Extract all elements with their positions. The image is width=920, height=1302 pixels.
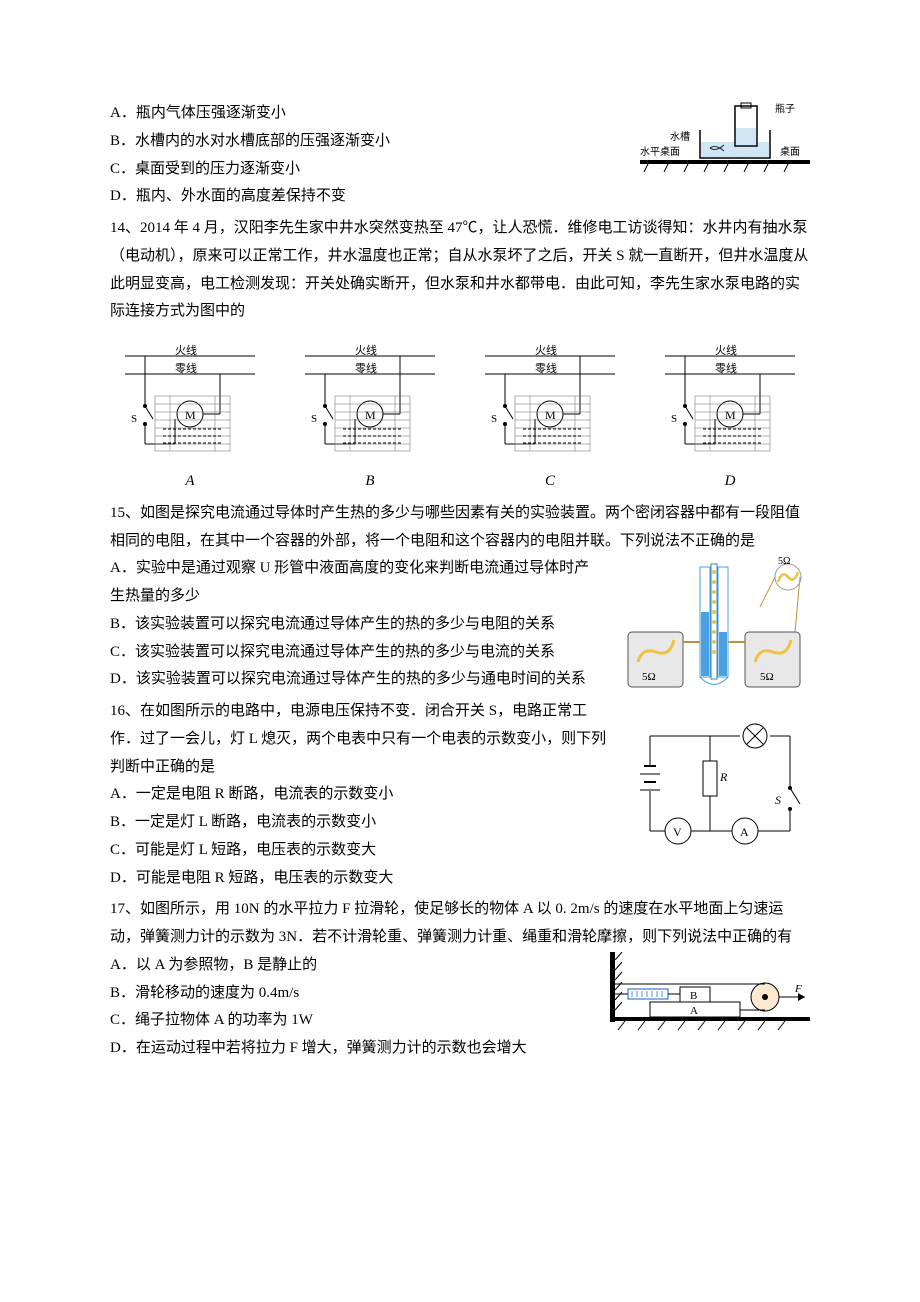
label-S: S (131, 413, 137, 425)
label-live: 火线 (175, 344, 197, 357)
label-neutral: 零线 (175, 361, 197, 375)
question-14-diagrams: 火线 零线 S M (110, 344, 810, 496)
circuit-label-A: A (110, 468, 270, 496)
label-desktop: 桌面 (780, 145, 800, 158)
label-V: V (673, 825, 682, 839)
circuit-label-B: B (290, 468, 450, 496)
option-13D: D．瓶内、外水面的高度差保持不变 (110, 183, 810, 211)
label-neutral: 零线 (355, 361, 377, 375)
option-16D: D．可能是电阻 R 短路，电压表的示数变大 (110, 865, 810, 893)
label-bottle: 瓶子 (775, 102, 795, 115)
label-A: A (740, 825, 749, 839)
figure-bottle-apparatus: 瓶子 水槽 水平桌面 桌面 (640, 100, 810, 185)
label-table: 水平桌面 (640, 145, 680, 158)
label-5ohm-left: 5Ω (642, 671, 656, 683)
circuit-A: 火线 零线 S M (110, 344, 270, 496)
label-block-B: B (690, 990, 697, 1002)
label-S: S (311, 413, 317, 425)
label-live: 火线 (355, 344, 377, 357)
label-neutral: 零线 (715, 361, 737, 375)
circuit-B: 火线 零线 S M (290, 344, 450, 496)
circuit-C: 火线 零线 S M (470, 344, 630, 496)
question-14-text: 14、2014 年 4 月，汉阳李先生家中井水突然变热至 47℃，让人恐慌．维修… (110, 215, 810, 326)
figure-heat-experiment: 5Ω 5Ω 5Ω (620, 552, 810, 702)
label-R: R (719, 770, 728, 784)
figure-pulley-17: A B F (610, 952, 810, 1042)
label-S16: S (775, 793, 781, 807)
circuit-D: 火线 零线 S M (650, 344, 810, 496)
label-live: 火线 (535, 344, 557, 357)
question-13-continuation: 瓶子 水槽 水平桌面 桌面 A．瓶内气体压强逐渐变小 B．水槽内的水对水槽底部的… (110, 100, 810, 211)
label-5ohm-right: 5Ω (760, 671, 774, 683)
label-S: S (671, 413, 677, 425)
question-17: 17、如图所示，用 10N 的水平拉力 F 拉滑轮，使足够长的物体 A 以 0.… (110, 896, 810, 1063)
question-15: 15、如图是探究电流通过导体时产生热的多少与哪些因素有关的实验装置。两个密闭容器… (110, 500, 810, 694)
circuit-label-D: D (650, 468, 810, 496)
question-15-text: 15、如图是探究电流通过导体时产生热的多少与哪些因素有关的实验装置。两个密闭容器… (110, 500, 810, 556)
figure-circuit-16: V A R S (630, 716, 810, 856)
label-live: 火线 (715, 344, 737, 357)
question-16: V A R S 16、在如图所示的电路中，电源电压保持不变．闭合开关 S，电路正… (110, 698, 810, 892)
question-14: 14、2014 年 4 月，汉阳李先生家中井水突然变热至 47℃，让人恐慌．维修… (110, 215, 810, 496)
question-17-text: 17、如图所示，用 10N 的水平拉力 F 拉滑轮，使足够长的物体 A 以 0.… (110, 896, 810, 952)
label-S: S (491, 413, 497, 425)
label-5ohm-ext: 5Ω (778, 556, 790, 567)
circuit-label-C: C (470, 468, 630, 496)
label-neutral: 零线 (535, 361, 557, 375)
label-basin: 水槽 (670, 130, 690, 143)
label-block-A: A (690, 1005, 698, 1017)
label-F: F (794, 983, 802, 995)
